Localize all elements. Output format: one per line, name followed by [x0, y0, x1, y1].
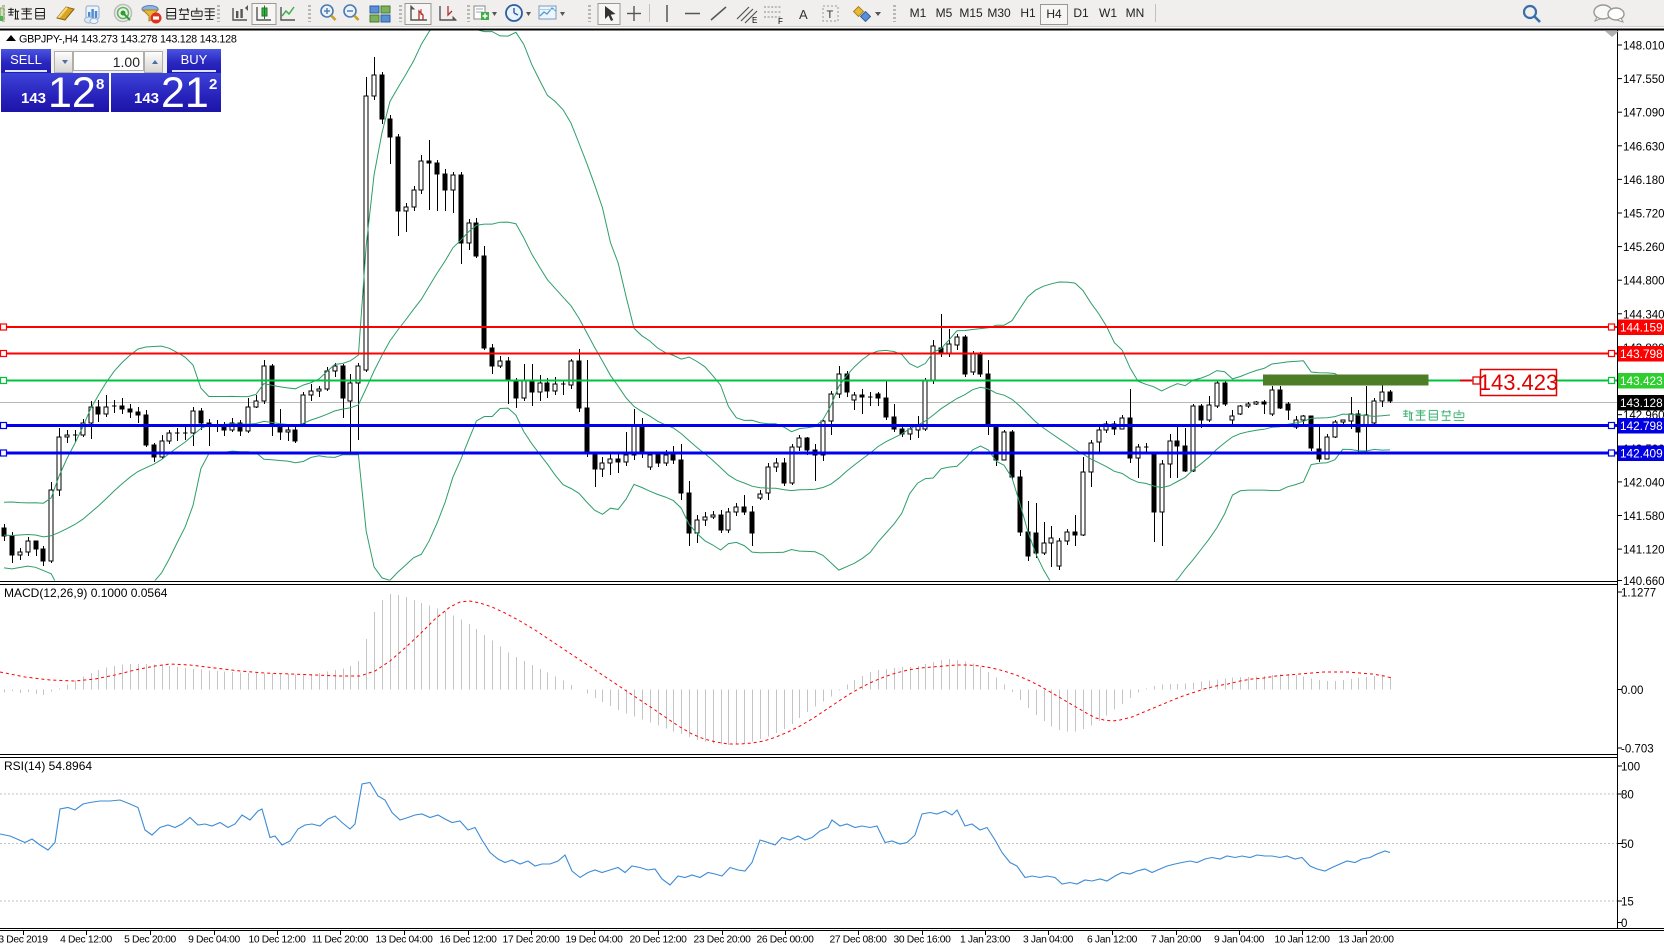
svg-text:146.180: 146.180 [1623, 175, 1664, 187]
svg-text:4 Dec 12:00: 4 Dec 12:00 [60, 935, 112, 945]
svg-text:145.260: 145.260 [1623, 242, 1664, 254]
svg-text:17 Dec 20:00: 17 Dec 20:00 [502, 935, 560, 945]
svg-text:MACD(12,26,9) 0.1000 0.0564: MACD(12,26,9) 0.1000 0.0564 [4, 586, 168, 600]
svg-text:6 Jan 12:00: 6 Jan 12:00 [1087, 935, 1138, 945]
svg-text:15: 15 [1621, 897, 1634, 909]
svg-text:142.409: 142.409 [1620, 447, 1663, 461]
svg-text:26 Dec 00:00: 26 Dec 00:00 [756, 935, 814, 945]
svg-text:0: 0 [1621, 918, 1627, 930]
svg-text:10 Jan 12:00: 10 Jan 12:00 [1274, 935, 1330, 945]
svg-text:142.040: 142.040 [1623, 477, 1664, 489]
svg-text:1.1277: 1.1277 [1621, 588, 1656, 600]
svg-text:144.159: 144.159 [1620, 321, 1663, 335]
svg-text:20 Dec 12:00: 20 Dec 12:00 [629, 935, 687, 945]
svg-text:7 Jan 20:00: 7 Jan 20:00 [1151, 935, 1202, 945]
svg-text:19 Dec 04:00: 19 Dec 04:00 [565, 935, 623, 945]
svg-text:13 Jan 20:00: 13 Jan 20:00 [1338, 935, 1394, 945]
svg-text:146.630: 146.630 [1623, 141, 1664, 153]
svg-text:30 Dec 16:00: 30 Dec 16:00 [893, 935, 951, 945]
svg-text:27 Dec 08:00: 27 Dec 08:00 [829, 935, 887, 945]
svg-text:9 Dec 04:00: 9 Dec 04:00 [188, 935, 240, 945]
svg-text:3 Jan 04:00: 3 Jan 04:00 [1023, 935, 1074, 945]
svg-text:3 Dec 2019: 3 Dec 2019 [0, 935, 48, 945]
svg-text:80: 80 [1621, 790, 1634, 802]
svg-text:T: T [827, 9, 834, 21]
svg-text:F: F [778, 17, 783, 26]
svg-text:140.660: 140.660 [1623, 576, 1664, 588]
svg-text:143.423: 143.423 [1620, 374, 1663, 388]
svg-text:142.798: 142.798 [1620, 419, 1663, 433]
svg-text:GBPJPY-,H4 143.273 143.278 143: GBPJPY-,H4 143.273 143.278 143.128 143.1… [19, 34, 237, 46]
svg-text:A: A [799, 7, 808, 22]
svg-text:23 Dec 20:00: 23 Dec 20:00 [693, 935, 751, 945]
svg-text:147.090: 147.090 [1623, 108, 1664, 120]
svg-text:E: E [752, 16, 757, 25]
svg-text:148.010: 148.010 [1623, 41, 1664, 53]
svg-text:141.120: 141.120 [1623, 545, 1664, 557]
svg-text:50: 50 [1621, 839, 1634, 851]
svg-text:5 Dec 20:00: 5 Dec 20:00 [124, 935, 176, 945]
svg-text:145.720: 145.720 [1623, 209, 1664, 221]
svg-text:147.550: 147.550 [1623, 74, 1664, 86]
svg-text:143.128: 143.128 [1620, 396, 1663, 410]
svg-text:143.423: 143.423 [1479, 370, 1559, 395]
svg-text:16 Dec 12:00: 16 Dec 12:00 [439, 935, 497, 945]
svg-text:11 Dec 20:00: 11 Dec 20:00 [312, 935, 369, 945]
svg-text:10 Dec 12:00: 10 Dec 12:00 [248, 935, 306, 945]
svg-text:13 Dec 04:00: 13 Dec 04:00 [375, 935, 433, 945]
svg-text:1 Jan 23:00: 1 Jan 23:00 [960, 935, 1011, 945]
svg-text:0.00: 0.00 [1621, 685, 1643, 697]
svg-text:143.798: 143.798 [1620, 347, 1663, 361]
svg-text:RSI(14) 54.8964: RSI(14) 54.8964 [4, 759, 92, 773]
svg-text:100: 100 [1621, 762, 1640, 774]
svg-text:144.800: 144.800 [1623, 276, 1664, 288]
svg-text:144.340: 144.340 [1623, 309, 1664, 321]
svg-text:-0.703: -0.703 [1621, 744, 1654, 756]
svg-text:141.580: 141.580 [1623, 511, 1664, 523]
svg-text:9 Jan 04:00: 9 Jan 04:00 [1214, 935, 1265, 945]
